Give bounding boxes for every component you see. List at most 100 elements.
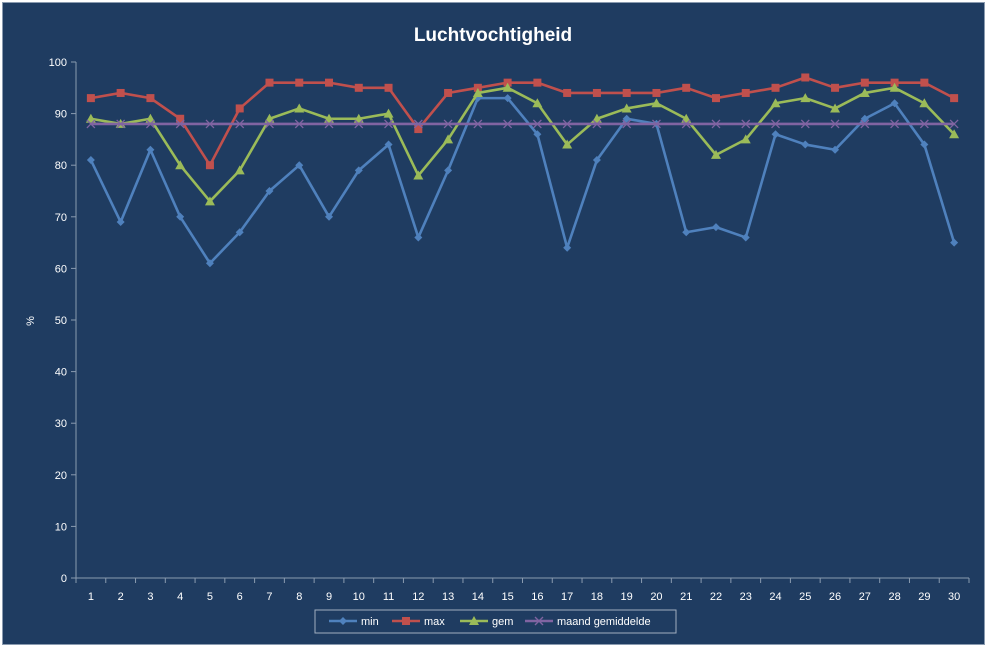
x-tick-label: 18 [591, 591, 603, 603]
x-tick-label: 2 [118, 591, 124, 603]
data-point-min [384, 140, 393, 149]
data-point-gem [294, 103, 305, 113]
data-point-gem [532, 98, 543, 108]
y-tick-label: 0 [61, 573, 67, 585]
data-point-max [533, 78, 542, 87]
data-point-maand-gemiddelde [532, 119, 542, 129]
data-point-gem [472, 87, 483, 97]
legend-label: min [361, 616, 379, 628]
x-tick-label: 21 [680, 591, 692, 603]
line-chart: Luchtvochtigheid % 0 10 20 30 40 50 60 70 80 90 10… [25, 25, 970, 634]
data-point-min [950, 238, 959, 247]
data-point-maand-gemiddelde [265, 119, 274, 129]
legend-box [314, 609, 677, 634]
x-tick-label: 25 [799, 591, 811, 603]
data-point-maand-gemiddelde [324, 119, 334, 129]
data-point-max [771, 83, 780, 92]
x-tick-label: 15 [501, 591, 513, 603]
y-tick-label: 90 [55, 109, 67, 121]
data-point-min [682, 228, 691, 237]
data-point-gem [651, 98, 662, 108]
data-point-maand-gemiddelde-stroke [145, 119, 155, 129]
data-point-maand-gemiddelde-stroke [622, 119, 632, 129]
data-point-maand-gemiddelde-stroke [503, 119, 513, 129]
data-point-maand-gemiddelde-stroke [711, 119, 721, 129]
data-point-maand-gemiddelde-stroke [919, 119, 929, 129]
x-tick-label: 19 [621, 591, 633, 603]
data-point-max [265, 78, 274, 87]
data-point-max [325, 78, 334, 87]
data-point-min [86, 156, 95, 165]
data-point-max [176, 114, 185, 123]
data-point-max [503, 78, 512, 87]
data-point-maand-gemiddelde [890, 119, 900, 129]
data-point-maand-gemiddelde-stroke [86, 119, 96, 129]
data-point-maand-gemiddelde [235, 119, 245, 129]
data-point-maand-gemiddelde-stroke [949, 119, 959, 129]
data-point-min [563, 243, 572, 252]
data-point-maand-gemiddelde-stroke [443, 119, 453, 129]
data-point-maand-gemiddelde [592, 119, 602, 129]
data-point-max [235, 104, 244, 113]
data-point-max [414, 125, 423, 134]
data-point-min [325, 212, 334, 221]
data-point-min [831, 145, 840, 154]
data-point-maand-gemiddelde-stroke [354, 119, 364, 129]
data-point-min [771, 130, 780, 139]
data-point-min [920, 140, 929, 149]
data-point-max [831, 83, 840, 92]
data-point-maand-gemiddelde [473, 119, 483, 129]
data-point-gem [800, 93, 811, 103]
series-line-min [89, 96, 956, 265]
data-point-maand-gemiddelde [919, 119, 929, 129]
x-tick-label: 11 [383, 591, 394, 603]
data-point-gem [413, 170, 424, 180]
data-point-max [682, 83, 691, 92]
legend-swatch-marker [402, 617, 410, 625]
y-tick-label: 100 [49, 57, 67, 69]
data-point-maand-gemiddelde-stroke [592, 119, 602, 129]
data-point-maand-gemiddelde-stroke [294, 119, 304, 129]
x-tick-label: 5 [207, 591, 213, 603]
data-point-maand-gemiddelde-stroke [830, 119, 840, 129]
data-point-min [533, 130, 542, 139]
data-point-min [622, 114, 631, 123]
data-point-gem [502, 82, 513, 92]
y-tick-label: 50 [55, 315, 67, 327]
data-point-maand-gemiddelde [443, 119, 453, 129]
data-point-gem [383, 108, 394, 118]
y-tick-label: 60 [55, 263, 67, 275]
x-tick-label: 20 [650, 591, 662, 603]
data-point-min [503, 94, 512, 103]
data-point-max [354, 83, 363, 92]
data-point-maand-gemiddelde-stroke [681, 119, 691, 129]
series-line-max [90, 76, 955, 167]
data-point-min [741, 233, 750, 242]
data-point-maand-gemiddelde [711, 119, 721, 129]
legend-item-maand-gemiddelde: maand gemiddelde [525, 616, 651, 628]
series-line-gem [90, 86, 956, 203]
x-tick-label: 28 [888, 591, 900, 603]
data-point-max [890, 78, 899, 87]
data-point-maand-gemiddelde-stroke [473, 119, 483, 129]
data-point-maand-gemiddelde-stroke [384, 119, 394, 129]
data-point-maand-gemiddelde [205, 119, 215, 129]
x-tick-label: 17 [561, 591, 573, 603]
data-point-gem [621, 103, 632, 113]
x-tick-label: 16 [531, 591, 543, 603]
data-point-gem [889, 82, 900, 92]
data-point-min [354, 166, 363, 175]
data-point-maand-gemiddelde-stroke [205, 119, 215, 129]
data-point-max [622, 88, 631, 97]
data-point-maand-gemiddelde-stroke [532, 119, 542, 129]
data-point-min [860, 114, 869, 123]
data-point-maand-gemiddelde-stroke [890, 119, 900, 129]
data-point-maand-gemiddelde [562, 119, 572, 129]
data-point-gem [175, 160, 186, 170]
data-point-maand-gemiddelde [86, 119, 96, 129]
data-point-min [235, 228, 244, 237]
data-point-maand-gemiddelde [503, 119, 513, 129]
data-point-max [741, 88, 750, 97]
data-point-gem [443, 134, 454, 144]
x-tick-label: 23 [740, 591, 752, 603]
